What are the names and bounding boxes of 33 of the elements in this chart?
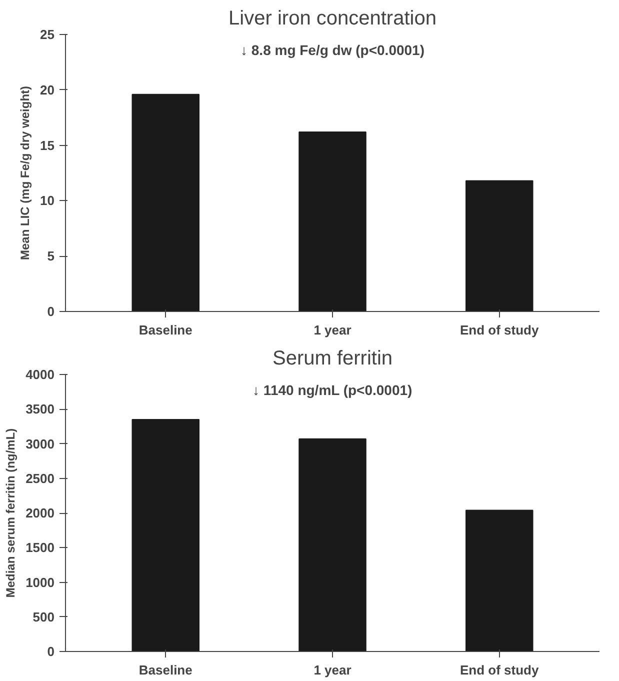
y-axis-title: Median serum ferritin (ng/mL) bbox=[4, 428, 18, 598]
bar bbox=[298, 132, 366, 312]
y-tick-label: 5 bbox=[47, 248, 55, 264]
y-tick-label: 3500 bbox=[26, 402, 54, 417]
y-tick-label: 0 bbox=[47, 644, 55, 659]
y-tick-label: 3000 bbox=[26, 436, 54, 452]
y-tick-label: 0 bbox=[47, 304, 55, 319]
annotation: ↓ 8.8 mg Fe/g dw (p<0.0001) bbox=[240, 42, 425, 58]
y-tick-label: 15 bbox=[40, 138, 55, 153]
bar bbox=[466, 180, 534, 312]
annotation: ↓ 1140 ng/mL (p<0.0001) bbox=[252, 382, 412, 398]
y-tick-label: 1000 bbox=[26, 574, 54, 590]
bar bbox=[298, 438, 366, 652]
y-tick-label: 10 bbox=[40, 193, 55, 208]
bar bbox=[132, 419, 200, 652]
chart-title: Serum ferritin bbox=[272, 348, 393, 370]
chart-title: Liver iron concentration bbox=[228, 8, 436, 30]
x-tick-label: 1 year bbox=[314, 322, 352, 338]
y-tick-label: 2000 bbox=[26, 506, 54, 520]
bar bbox=[466, 510, 534, 652]
y-tick-label: 500 bbox=[32, 609, 55, 624]
y-tick-label: 4000 bbox=[26, 367, 54, 382]
x-tick-label: 1 year bbox=[314, 662, 352, 678]
x-tick-label: End of study bbox=[460, 322, 540, 338]
x-tick-label: End of study bbox=[460, 662, 540, 678]
y-tick-label: 2500 bbox=[26, 470, 54, 486]
bar bbox=[132, 94, 200, 312]
x-tick-label: Baseline bbox=[138, 322, 192, 338]
x-tick-label: Baseline bbox=[138, 662, 192, 678]
y-tick-label: 20 bbox=[40, 82, 55, 98]
y-tick-label: 1500 bbox=[26, 540, 54, 556]
y-axis-title: Mean LIC (mg Fe/g dry weight) bbox=[18, 86, 32, 260]
y-tick-label: 25 bbox=[40, 27, 55, 42]
